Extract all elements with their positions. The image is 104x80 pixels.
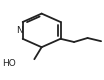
Text: HO: HO [2, 59, 16, 68]
Text: N: N [16, 26, 23, 35]
